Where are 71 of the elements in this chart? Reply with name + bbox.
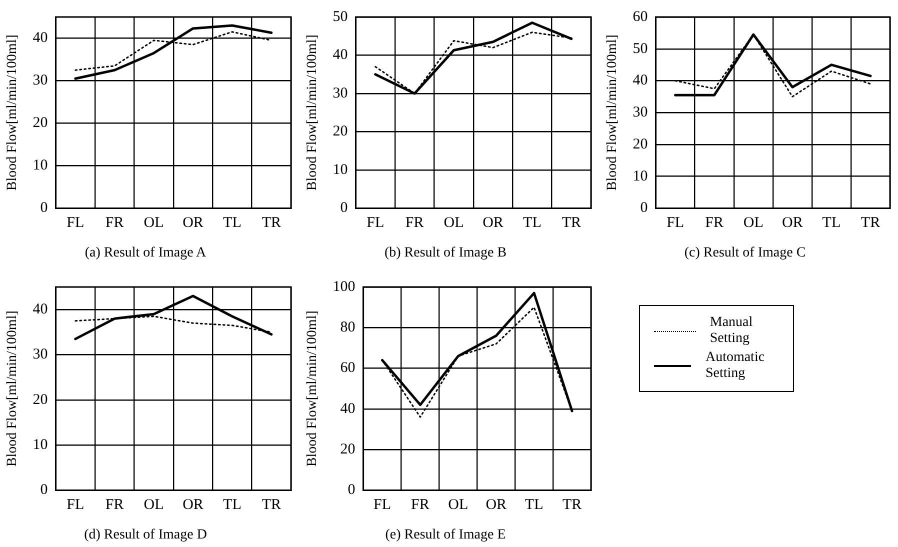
x-tick-label: OL: [448, 497, 468, 514]
text: (c) Result of Image C: [684, 245, 806, 260]
y-tick-label: 100: [332, 278, 356, 295]
y-tick-label: 20: [340, 441, 356, 458]
y-tick-label: 10: [32, 436, 48, 453]
x-tick-label: OR: [486, 497, 507, 514]
y-tick-label: 30: [332, 85, 348, 102]
legend-label: Manual Setting: [710, 315, 754, 347]
y-tick-label: 40: [32, 302, 48, 318]
y-tick-label: 30: [632, 104, 648, 121]
x-tick-label: OR: [182, 497, 204, 514]
x-tick-label: FL: [374, 497, 392, 514]
x-tick-label: OL: [144, 215, 164, 232]
y-tick-label: 30: [32, 346, 48, 363]
y-tick-label: 30: [32, 72, 48, 89]
y-tick-label: 0: [340, 200, 348, 216]
y-tick-label: 10: [332, 162, 348, 178]
text: (e) Result of Image E: [385, 527, 506, 542]
y-tick-label: 40: [340, 400, 356, 417]
y-tick-label: 0: [348, 482, 356, 498]
text: (b) Result of Image B: [384, 245, 507, 260]
x-tick-label: OR: [182, 215, 204, 232]
y-tick-label: 50: [332, 8, 348, 25]
x-tick-label: OR: [482, 215, 504, 232]
x-tick-label: TL: [523, 215, 542, 232]
y-tick-label: 10: [632, 168, 648, 184]
x-tick-label: TL: [223, 497, 242, 514]
y-axis-title: Blood Flow[ml/min/100ml]: [5, 310, 20, 467]
x-tick-label: FL: [366, 215, 384, 232]
y-tick-label: 20: [632, 136, 648, 152]
x-tick-label: TR: [562, 497, 582, 514]
y-tick-label: 20: [332, 124, 348, 140]
y-axis-title: Blood Flow[ml/min/100ml]: [5, 34, 20, 191]
x-tick-label: OR: [782, 215, 803, 232]
y-tick-label: 40: [632, 72, 648, 89]
x-tick-label: OL: [144, 497, 164, 514]
y-axis-title: Blood Flow[ml/min/100ml]: [305, 310, 320, 467]
x-tick-label: TL: [223, 215, 242, 232]
y-tick-label: 20: [32, 115, 48, 132]
legend-label: Automatic Setting: [705, 350, 766, 382]
x-tick-label: FL: [66, 215, 84, 232]
x-tick-label: FL: [666, 215, 684, 232]
y-axis-title: Blood Flow[ml/min/100ml]: [305, 34, 320, 191]
y-tick-label: 0: [640, 200, 648, 216]
y-tick-label: 80: [340, 320, 356, 336]
y-tick-label: 20: [32, 392, 48, 408]
y-tick-label: 60: [340, 360, 356, 376]
y-tick-label: 50: [632, 40, 648, 57]
x-tick-label: FR: [411, 497, 430, 514]
y-axis-title: Blood Flow[ml/min/100ml]: [605, 34, 620, 191]
x-tick-label: FL: [66, 497, 84, 514]
y-tick-label: 0: [40, 482, 48, 498]
y-tick-label: 10: [32, 158, 48, 174]
x-tick-label: OL: [444, 215, 464, 232]
text: (d) Result of Image D: [84, 527, 207, 542]
x-tick-label: OL: [743, 215, 764, 232]
x-tick-label: TR: [562, 215, 581, 232]
text: (a) Result of Image A: [84, 245, 208, 260]
y-tick-label: 40: [32, 30, 48, 46]
x-tick-label: FR: [105, 497, 124, 514]
y-tick-label: 60: [632, 8, 648, 25]
x-tick-label: TR: [860, 215, 880, 232]
x-tick-label: FR: [705, 215, 724, 232]
y-tick-label: 0: [40, 200, 48, 216]
y-tick-label: 40: [332, 47, 348, 64]
x-tick-label: FR: [105, 215, 124, 232]
x-tick-label: TR: [262, 497, 281, 514]
x-tick-label: TL: [524, 497, 544, 514]
x-tick-label: TR: [262, 215, 281, 232]
x-tick-label: TL: [822, 215, 841, 232]
x-tick-label: FR: [405, 215, 424, 232]
